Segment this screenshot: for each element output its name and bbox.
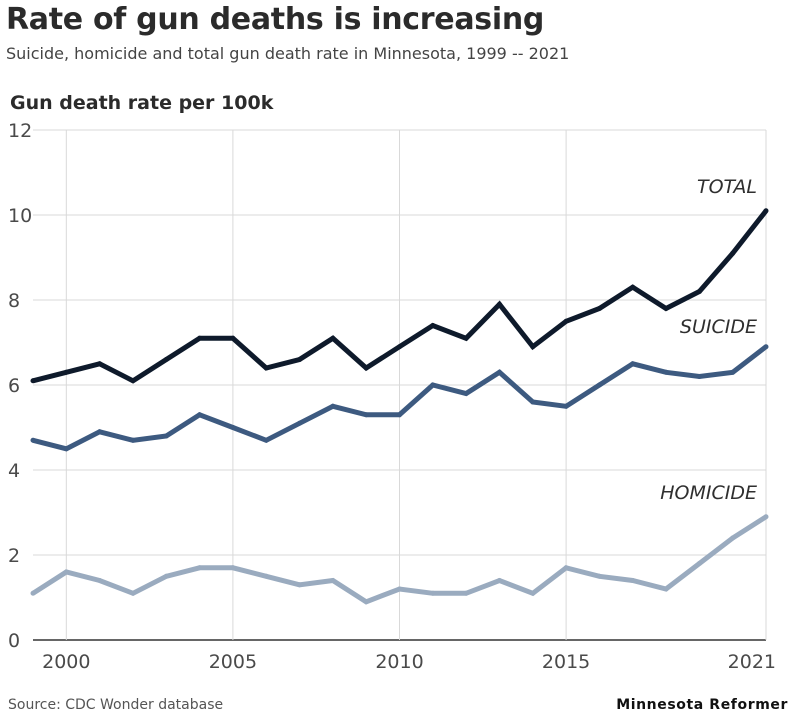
data-point-homicide xyxy=(230,565,236,571)
data-point-suicide xyxy=(230,425,236,430)
data-point-suicide xyxy=(163,433,169,439)
series-labels: TOTAL SUICIDE HOMICIDE xyxy=(660,176,757,504)
data-point-suicide xyxy=(97,429,103,435)
data-point-total xyxy=(663,306,669,311)
source-note: Source: CDC Wonder database xyxy=(8,697,224,713)
data-point-total xyxy=(263,365,269,371)
data-point-suicide xyxy=(596,382,602,388)
data-point-homicide xyxy=(30,590,36,596)
data-point-homicide xyxy=(330,578,336,583)
data-point-total xyxy=(130,378,136,384)
data-point-homicide xyxy=(596,573,602,579)
y-tick-label: 12 xyxy=(8,120,32,142)
x-tick-label: 2021 xyxy=(728,651,776,673)
data-point-suicide xyxy=(330,403,336,409)
data-point-homicide xyxy=(563,565,569,571)
line-chart: 0 2 4 6 8 10 12 2000 2005 2010 2015 2021 TOTAL SUIC… xyxy=(8,120,776,673)
data-point-total xyxy=(563,318,569,324)
x-axis-ticks: 2000 2005 2010 2015 2021 xyxy=(42,651,776,673)
data-point-homicide xyxy=(163,573,169,579)
x-tick-label: 2010 xyxy=(375,651,423,673)
data-point-suicide xyxy=(663,369,669,375)
data-point-total xyxy=(63,369,69,375)
y-axis-label: Gun death rate per 100k xyxy=(10,92,274,114)
data-point-total xyxy=(230,335,236,341)
data-point-suicide xyxy=(363,412,369,418)
data-point-suicide xyxy=(463,391,469,396)
series-label-total: TOTAL xyxy=(697,176,757,198)
data-point-homicide xyxy=(297,582,303,588)
y-tick-label: 10 xyxy=(8,205,32,227)
data-point-homicide xyxy=(363,599,369,605)
data-point-total xyxy=(596,306,602,311)
data-point-total xyxy=(397,344,402,350)
data-point-total xyxy=(97,361,103,367)
data-point-homicide xyxy=(663,586,669,592)
data-point-suicide xyxy=(197,412,203,418)
series-label-suicide: SUICIDE xyxy=(680,316,757,338)
data-point-suicide xyxy=(263,437,269,443)
data-point-homicide xyxy=(130,590,136,596)
data-point-homicide xyxy=(97,578,103,583)
data-point-suicide xyxy=(63,446,69,452)
data-point-total xyxy=(496,301,502,307)
data-point-total xyxy=(430,323,436,328)
data-point-homicide xyxy=(730,535,736,541)
y-tick-label: 8 xyxy=(8,290,20,312)
data-point-total xyxy=(530,344,536,350)
y-tick-label: 0 xyxy=(8,630,20,652)
y-tick-label: 4 xyxy=(8,460,20,482)
y-axis-ticks: 0 2 4 6 8 10 12 xyxy=(8,120,32,652)
data-point-homicide xyxy=(530,590,536,596)
data-point-total xyxy=(363,365,369,371)
x-tick-label: 2005 xyxy=(209,651,257,673)
data-point-homicide xyxy=(763,514,769,520)
data-point-total xyxy=(297,357,303,362)
data-point-suicide xyxy=(297,420,303,426)
data-point-suicide xyxy=(130,437,136,443)
y-tick-label: 2 xyxy=(8,545,20,567)
data-point-homicide xyxy=(696,561,702,566)
data-point-homicide xyxy=(397,586,402,592)
x-tick-label: 2000 xyxy=(42,651,90,673)
data-point-total xyxy=(30,378,36,384)
chart-title: Rate of gun deaths is increasing xyxy=(6,2,545,37)
data-point-suicide xyxy=(696,374,702,379)
data-point-total xyxy=(330,335,336,341)
data-point-homicide xyxy=(63,569,69,575)
chart-subtitle: Suicide, homicide and total gun death ra… xyxy=(6,44,570,63)
data-point-homicide xyxy=(430,590,436,596)
data-point-homicide xyxy=(197,565,203,571)
data-point-total xyxy=(630,284,636,290)
data-point-total xyxy=(696,289,702,294)
data-point-suicide xyxy=(563,403,569,409)
data-point-suicide xyxy=(430,382,436,388)
data-point-suicide xyxy=(730,369,736,375)
data-point-total xyxy=(730,250,736,256)
data-point-homicide xyxy=(630,578,636,583)
data-point-total xyxy=(763,208,769,214)
data-point-suicide xyxy=(763,344,769,350)
y-tick-label: 6 xyxy=(8,375,20,397)
data-point-total xyxy=(197,335,203,341)
data-point-homicide xyxy=(496,578,502,583)
data-point-homicide xyxy=(263,573,269,579)
data-point-suicide xyxy=(530,399,536,405)
data-point-homicide xyxy=(463,590,469,596)
grid-lines xyxy=(33,129,767,641)
publisher-brand: Minnesota Reformer xyxy=(616,697,788,713)
data-point-total xyxy=(463,335,469,341)
series-lines xyxy=(30,208,769,605)
data-point-suicide xyxy=(30,437,36,443)
data-point-suicide xyxy=(397,412,402,418)
x-tick-label: 2015 xyxy=(542,651,590,673)
data-point-suicide xyxy=(496,369,502,375)
series-label-homicide: HOMICIDE xyxy=(660,482,757,504)
data-point-total xyxy=(163,357,169,362)
data-point-suicide xyxy=(630,361,636,367)
